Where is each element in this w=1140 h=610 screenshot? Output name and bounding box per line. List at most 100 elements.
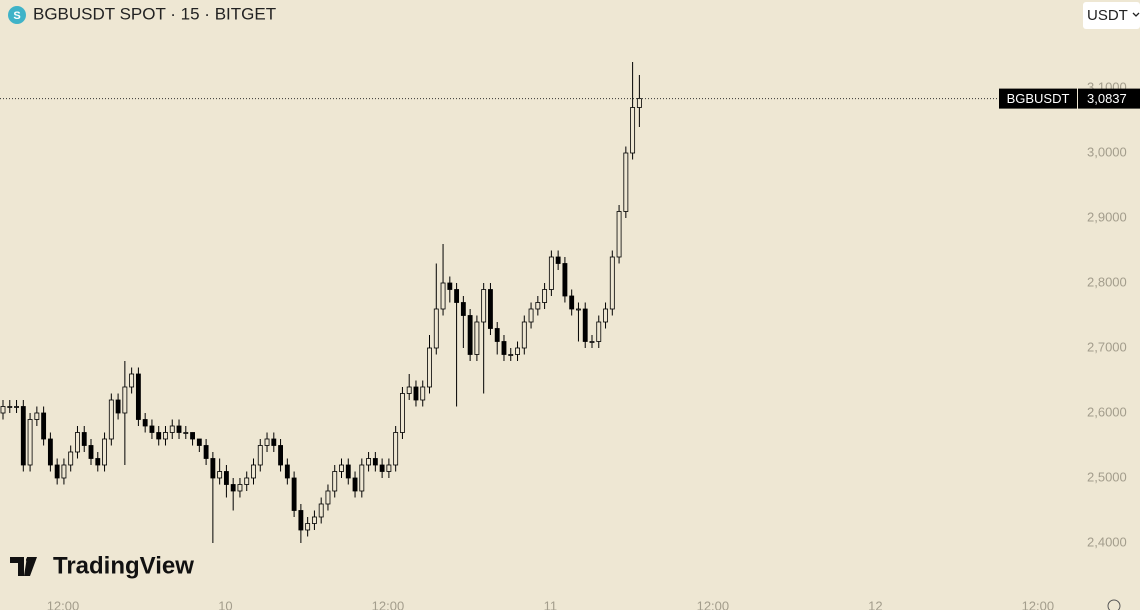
candle-body — [47, 438, 53, 466]
candle-body — [460, 302, 466, 316]
candle-body — [569, 295, 575, 310]
x-tick-label: 12:00 — [1022, 598, 1055, 610]
candle-body — [386, 464, 392, 472]
x-tick-label: 10 — [218, 598, 232, 610]
symbol-tag — [999, 88, 1077, 109]
candle-body — [196, 438, 202, 446]
candle-body — [582, 308, 588, 342]
candle-body — [535, 302, 541, 310]
candle-body — [616, 211, 622, 258]
candle-body — [576, 308, 581, 311]
candle-body — [467, 315, 473, 355]
candle-body — [135, 373, 141, 420]
candle-body — [244, 477, 250, 485]
currency-label[interactable]: USDT — [1087, 7, 1128, 24]
candle-body — [14, 406, 19, 408]
price-tag-label: 3,0837 — [1087, 91, 1127, 106]
candle-body — [251, 464, 256, 479]
candle-body — [372, 458, 378, 466]
candle-body — [108, 399, 114, 440]
candle-body — [68, 451, 74, 466]
candle-body — [406, 386, 412, 394]
price-tag — [1078, 88, 1140, 109]
candle-body — [589, 341, 595, 343]
x-tick-label: 12:00 — [47, 598, 80, 610]
candle-body — [447, 282, 453, 290]
brand-icon — [10, 557, 37, 576]
candle-body — [305, 523, 311, 531]
candle-body — [163, 432, 168, 440]
candle-body — [345, 464, 351, 479]
candle-body — [61, 464, 67, 479]
candle-body — [609, 256, 615, 310]
candle-body — [75, 432, 80, 453]
candle-body — [555, 256, 561, 264]
candle-body — [102, 438, 107, 466]
candle-body — [291, 477, 297, 511]
candle-body — [521, 321, 527, 349]
x-tick-label: 12 — [868, 598, 882, 610]
y-tick-label: 2,5000 — [1087, 469, 1127, 484]
candle-body — [596, 321, 602, 342]
candle-body — [548, 256, 554, 290]
candle-body — [427, 347, 432, 388]
candle-body — [636, 98, 642, 108]
candle-body — [190, 432, 195, 440]
candle-body — [413, 386, 419, 401]
currency-caret[interactable] — [1132, 12, 1140, 17]
candle-body — [379, 464, 385, 472]
candle-body — [264, 438, 270, 446]
x-tick-label: 12:00 — [372, 598, 405, 610]
candle-body — [95, 458, 101, 466]
candle-body — [494, 328, 500, 342]
y-tick-label: 2,6000 — [1087, 404, 1127, 419]
candle-body — [115, 399, 121, 414]
x-tick-label: 11 — [544, 598, 558, 610]
candle-body — [474, 321, 480, 355]
candle-body — [142, 419, 148, 427]
candle-body — [393, 432, 399, 466]
candle-body — [20, 406, 26, 466]
currency-button[interactable] — [1083, 2, 1140, 29]
candle-body — [542, 289, 548, 303]
candle-body — [257, 445, 263, 466]
candle-body — [366, 458, 372, 466]
candle-body — [515, 347, 520, 355]
candle-body — [481, 289, 487, 323]
candle-body — [501, 341, 507, 355]
plot-area — [0, 62, 1000, 543]
candle-body — [623, 152, 629, 212]
candle-body — [81, 432, 87, 446]
y-tick-label: 2,7000 — [1087, 339, 1127, 354]
symbol-tag-label: BGBUSDT — [1007, 91, 1070, 106]
candle-body — [562, 263, 568, 297]
candle-body — [603, 308, 608, 323]
candle-body — [230, 484, 236, 492]
candle-body — [54, 464, 60, 479]
candle-body — [156, 432, 162, 440]
candle-body — [332, 471, 338, 492]
candle-body — [217, 471, 223, 479]
candle-body — [122, 386, 128, 414]
candle-body — [528, 308, 534, 323]
candle-body — [27, 419, 33, 466]
candle-body — [0, 406, 6, 414]
candle-body — [359, 464, 365, 492]
candle-body — [41, 412, 47, 440]
candle-body — [311, 516, 317, 524]
candle-body — [183, 432, 189, 434]
candle-body — [88, 445, 94, 459]
candle-body — [318, 503, 324, 518]
x-tick-label: 12:00 — [697, 598, 730, 610]
candle-body — [440, 282, 446, 310]
y-tick-label: 2,9000 — [1087, 209, 1127, 224]
brand-logo: TradingView — [10, 552, 194, 579]
settings-icon[interactable] — [1107, 599, 1121, 610]
brand-name: TradingView — [53, 552, 194, 579]
y-tick-label: 2,8000 — [1087, 274, 1127, 289]
candle-body — [210, 458, 216, 479]
candle-body — [420, 386, 426, 401]
candle-body — [7, 406, 13, 408]
symbol-icon — [8, 6, 26, 24]
